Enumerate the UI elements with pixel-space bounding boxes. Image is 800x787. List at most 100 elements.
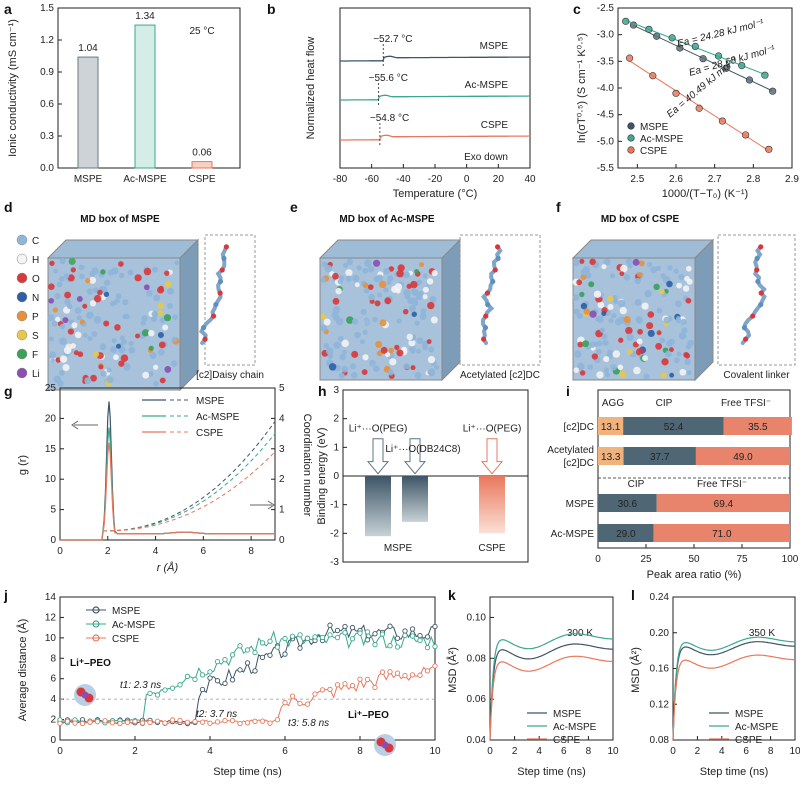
y-tick-label: 0.20 — [650, 628, 670, 639]
distance-marker — [207, 675, 213, 681]
md-atom — [64, 298, 71, 306]
md-atom — [92, 351, 100, 358]
md-atom — [678, 331, 687, 340]
md-atom — [157, 310, 164, 317]
distance-marker — [222, 656, 228, 663]
md-atom — [78, 264, 85, 271]
md-atom — [325, 347, 334, 355]
molecule-atom — [492, 267, 498, 273]
data-point-mspe — [699, 55, 707, 63]
event-label: t2: 3.7 ns — [196, 709, 237, 720]
distance-marker — [349, 636, 356, 642]
distance-marker — [304, 635, 311, 642]
tg-label: −52.7 °C — [373, 34, 412, 45]
legend-label: MSPE — [112, 606, 141, 617]
distance-marker — [207, 720, 213, 726]
y-tick-label: 0.16 — [650, 664, 670, 675]
md-atom — [669, 372, 675, 378]
atom-label: S — [32, 331, 39, 342]
segment-value: 13.1 — [601, 422, 621, 433]
md-atom — [345, 269, 353, 277]
distance-marker — [327, 686, 333, 692]
md-atom — [149, 351, 157, 360]
md-atom — [577, 341, 584, 348]
bar-mspe — [77, 56, 99, 169]
md-atom — [157, 331, 164, 339]
md-atom — [367, 284, 374, 290]
md-atom — [642, 355, 649, 362]
molecule-atom — [741, 325, 748, 331]
distance-marker — [274, 644, 281, 650]
x-tick-label: 10 — [607, 746, 619, 757]
distance-marker — [372, 631, 378, 637]
distance-marker — [184, 719, 191, 725]
md-atom — [428, 370, 435, 377]
distance-marker — [282, 635, 288, 642]
legend-label: MSPE — [640, 122, 669, 133]
md-atom — [589, 341, 596, 348]
legend-marker — [627, 134, 635, 142]
md-atom — [384, 351, 391, 358]
md-atom — [79, 319, 85, 325]
distance-marker — [387, 623, 393, 629]
distance-marker — [237, 667, 243, 673]
md-atom — [135, 333, 140, 339]
md-atom — [589, 310, 597, 318]
md-atom — [420, 308, 427, 315]
md-atom — [583, 308, 591, 315]
md-atom — [686, 278, 693, 285]
md-atom — [422, 273, 428, 279]
md-atom — [339, 353, 346, 361]
right-axis-arrow — [250, 500, 275, 510]
y-axis-label: Average distance (Å) — [16, 619, 29, 722]
md-atom — [172, 314, 178, 320]
md-atom — [676, 282, 682, 289]
molecule-atom — [481, 336, 487, 342]
md-atom — [675, 316, 681, 322]
md-atom — [115, 293, 122, 300]
md-atom — [659, 337, 666, 344]
y-tick-label: 0.0 — [40, 163, 54, 174]
atom-o-icon — [16, 272, 28, 284]
md-atom — [59, 355, 68, 363]
md-atom — [403, 271, 411, 279]
distance-marker — [169, 717, 176, 723]
md-atom — [367, 265, 375, 273]
x-tick-label: 100 — [782, 554, 799, 565]
data-point-mspe — [745, 76, 754, 84]
md-atom — [416, 348, 422, 354]
md-atom — [164, 280, 172, 288]
y-tick-label: 6 — [50, 674, 56, 685]
md-atom — [157, 349, 165, 356]
md-atom — [113, 354, 119, 361]
md-atom — [410, 365, 416, 371]
md-atom — [396, 318, 402, 324]
md-atom — [383, 268, 390, 275]
temperature-label: 350 K — [749, 628, 775, 639]
md-atom — [372, 316, 378, 323]
distance-marker — [282, 700, 288, 706]
md-atom — [56, 281, 63, 288]
md-atom — [635, 348, 644, 356]
atom-h-icon — [16, 253, 28, 265]
md-atom — [364, 259, 372, 268]
y-tick-label: 0 — [50, 535, 56, 546]
md-atom — [647, 329, 655, 337]
molecule-inset-frame — [204, 234, 256, 366]
molecule-atom — [754, 255, 760, 261]
md-atom — [601, 264, 607, 270]
y-tick-label: -5.5 — [597, 163, 615, 174]
x-tick-label: 8 — [357, 746, 363, 757]
distance-marker — [319, 687, 326, 693]
y-tick-label: 0.10 — [467, 612, 487, 623]
md-atom — [579, 370, 586, 376]
x-tick-label: 0 — [464, 174, 470, 185]
distance-marker — [154, 692, 161, 698]
md-atom — [573, 367, 580, 373]
md-atom — [633, 366, 641, 375]
distance-marker — [237, 720, 243, 727]
y-tick-label: 25 — [45, 383, 57, 394]
distance-marker — [424, 634, 431, 640]
md-atom — [643, 373, 650, 380]
msd-curve-mspe — [489, 643, 613, 741]
